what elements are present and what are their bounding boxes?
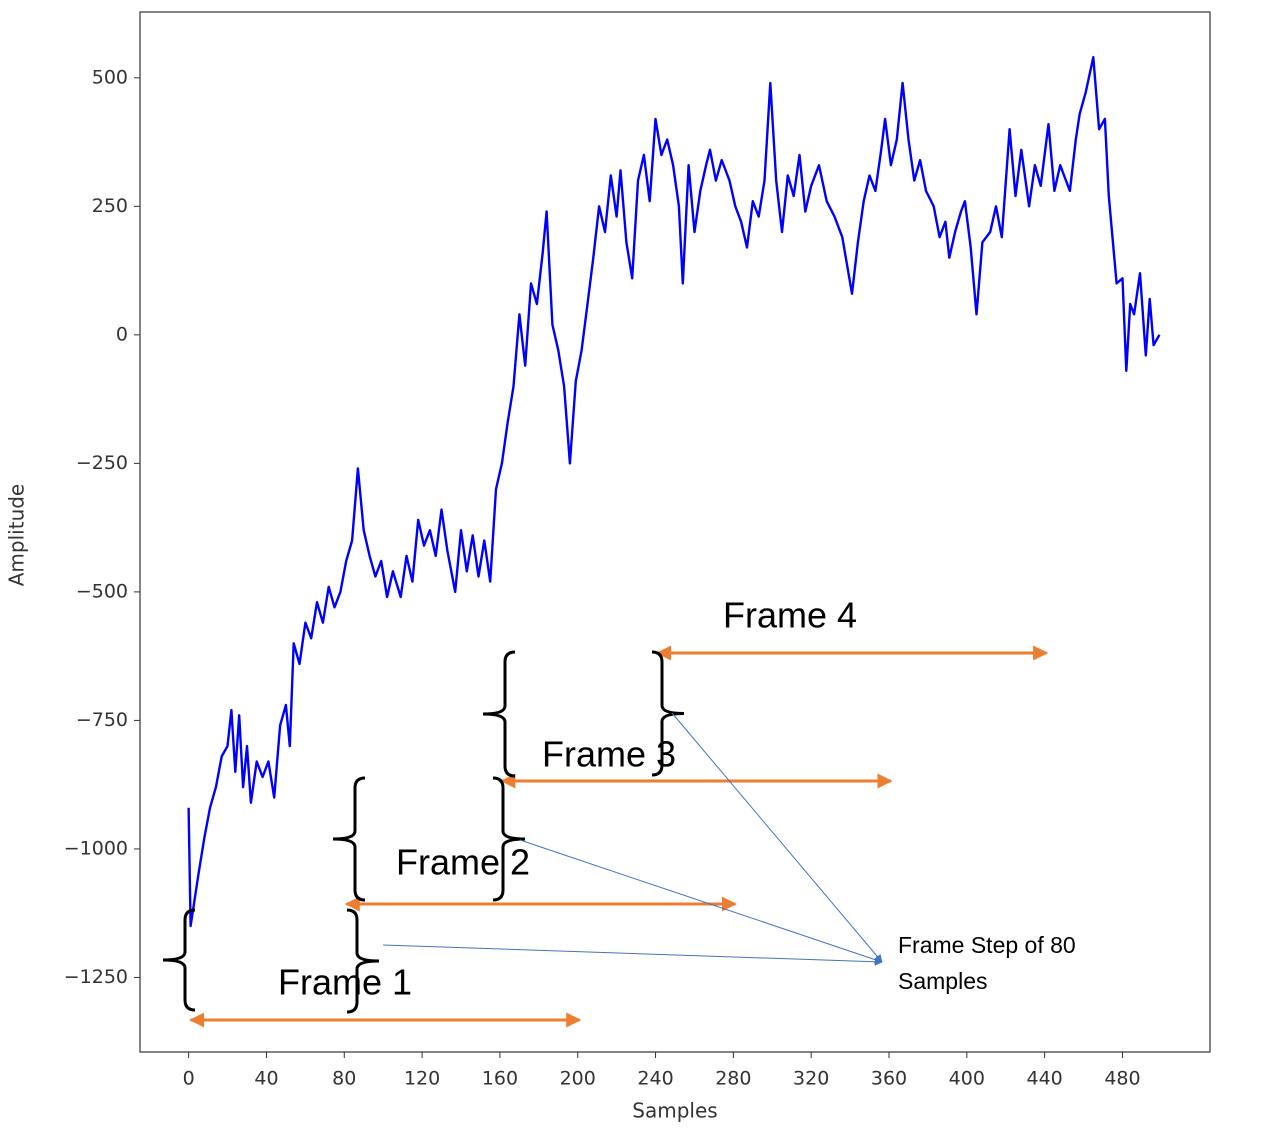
y-tick-label: −750 <box>76 709 128 731</box>
step-arrow <box>519 839 883 964</box>
note-text: Frame Step of 80 <box>898 932 1076 958</box>
x-tick-label: 480 <box>1104 1068 1140 1090</box>
y-tick-label: 0 <box>116 323 128 345</box>
y-tick-label: −1000 <box>64 837 128 859</box>
x-tick-label: 0 <box>183 1068 195 1090</box>
x-tick-label: 440 <box>1027 1068 1063 1090</box>
brace <box>332 776 366 902</box>
y-tick-label: −500 <box>76 580 128 602</box>
plot-frame <box>139 11 1211 1053</box>
brace <box>492 776 526 902</box>
x-tick-label: 320 <box>793 1068 829 1090</box>
brace <box>651 650 685 777</box>
step-arrow <box>671 712 883 963</box>
x-tick-label: 200 <box>560 1068 596 1090</box>
brace <box>162 908 196 1012</box>
x-tick-label: 40 <box>254 1068 278 1090</box>
y-tick-label: 500 <box>92 66 128 88</box>
note-text: Samples <box>898 968 987 994</box>
x-tick-label: 360 <box>871 1068 907 1090</box>
brace <box>482 650 516 778</box>
frame-label: Frame 4 <box>723 595 857 636</box>
x-tick-label: 240 <box>637 1068 673 1090</box>
x-tick-label: 400 <box>949 1068 985 1090</box>
frame-label: Frame 1 <box>278 962 412 1003</box>
step-arrow <box>382 944 883 966</box>
y-axis-label: Amplitude <box>5 484 29 587</box>
y-tick-label: −1250 <box>64 966 128 988</box>
y-tick-label: −250 <box>76 452 128 474</box>
signal-line <box>187 56 1161 928</box>
x-tick-label: 120 <box>404 1068 440 1090</box>
x-tick-label: 280 <box>715 1068 751 1090</box>
x-axis-label: Samples <box>632 1099 717 1123</box>
x-tick-label: 80 <box>332 1068 356 1090</box>
brace <box>346 908 380 1014</box>
y-tick-label: 250 <box>92 195 128 217</box>
x-tick-label: 160 <box>482 1068 518 1090</box>
frame-label: Frame 2 <box>396 842 530 883</box>
frame-label: Frame 3 <box>542 734 676 775</box>
